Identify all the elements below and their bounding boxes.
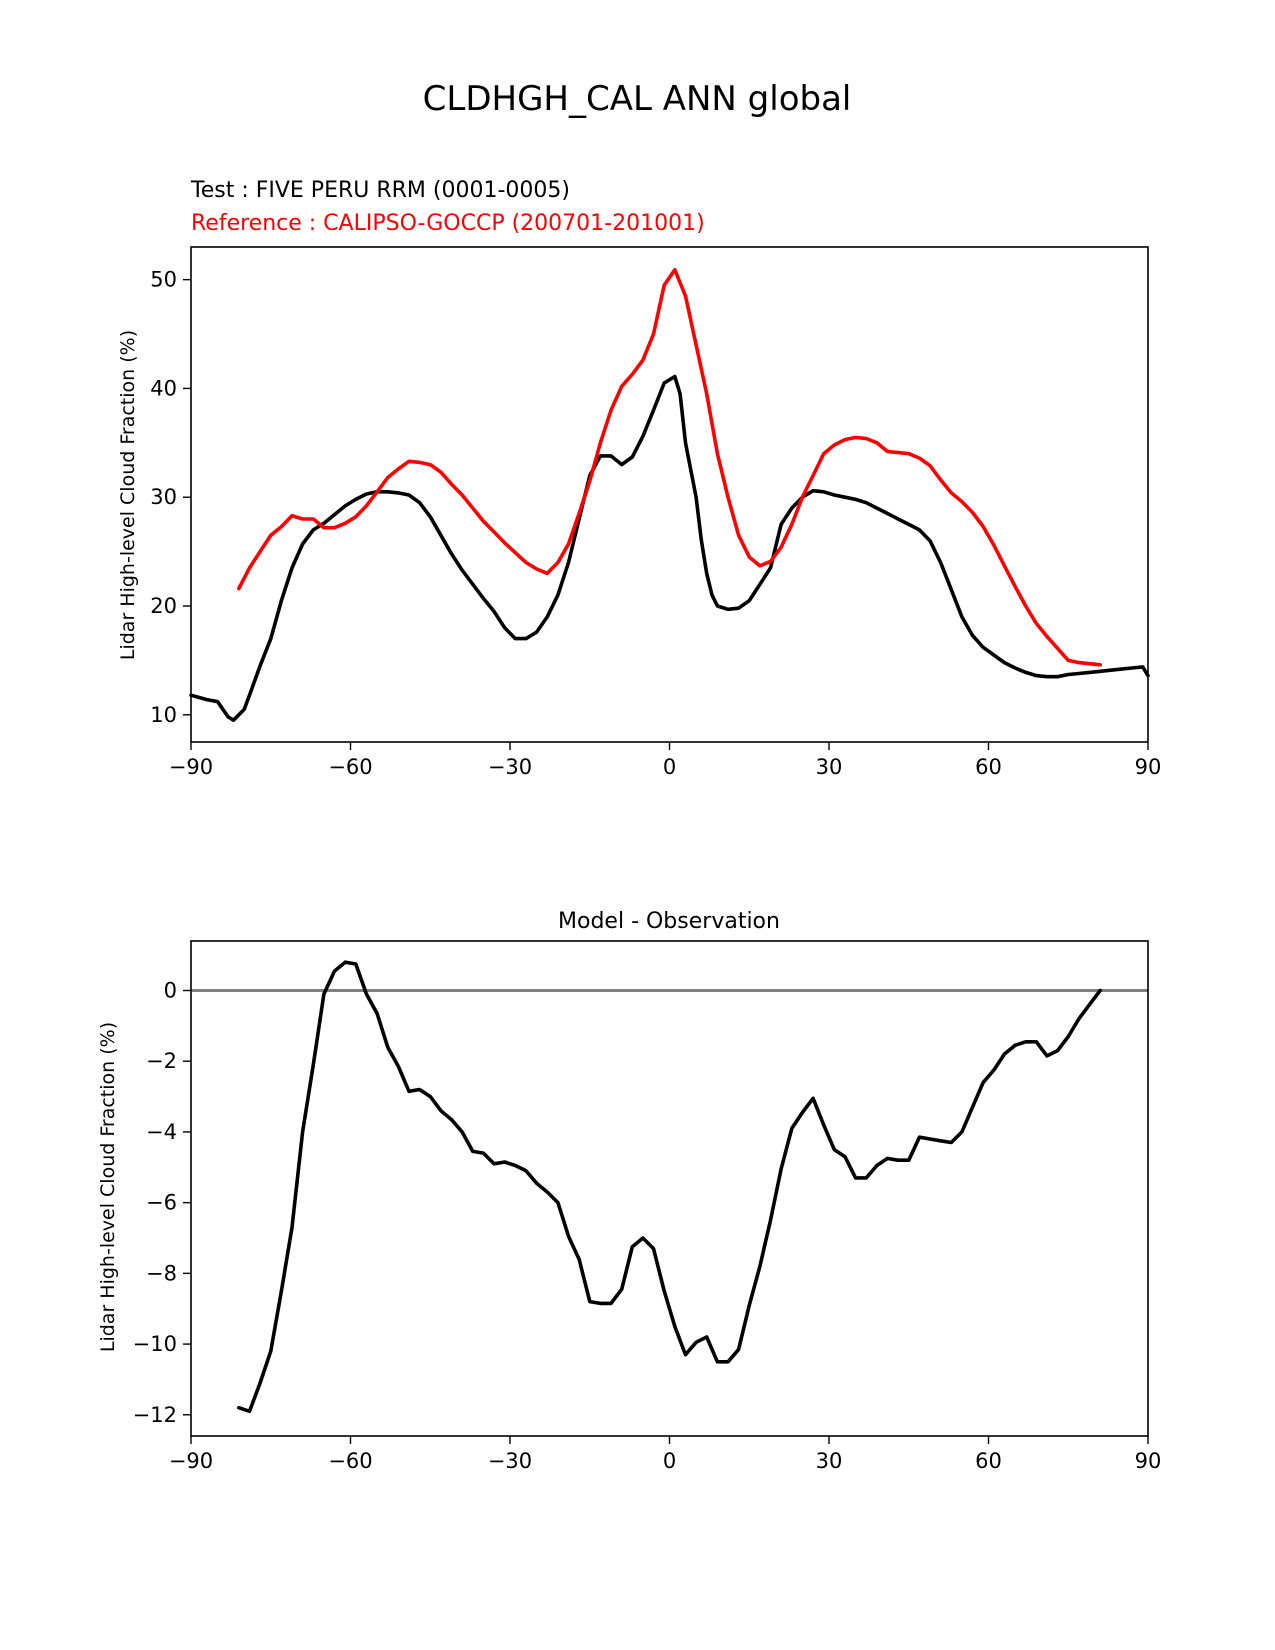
- bottom-ytick-label: −4: [146, 1120, 177, 1144]
- test-label: Test : FIVE PERU RRM (0001-0005): [190, 178, 570, 203]
- top-xtick-label: −90: [169, 755, 213, 779]
- difference-series-line: [237, 960, 1102, 1414]
- figure-title: CLDHGH_CAL ANN global: [423, 79, 852, 119]
- top-panel: Test : FIVE PERU RRM (0001-0005) Referen…: [117, 178, 1161, 779]
- bottom-xtick-label: −30: [488, 1449, 532, 1473]
- top-xtick-label: −30: [488, 755, 532, 779]
- top-xtick-label: 90: [1135, 755, 1162, 779]
- reference-series-line: [237, 267, 1102, 667]
- bottom-panel: Model - Observation Lidar High-level Clo…: [97, 909, 1161, 1473]
- reference-label: Reference : CALIPSO-GOCCP (200701-201001…: [191, 211, 705, 236]
- bottom-ytick-label: −8: [146, 1261, 177, 1285]
- bottom-xtick-label: 90: [1135, 1449, 1162, 1473]
- bottom-ylabel: Lidar High-level Cloud Fraction (%): [97, 1022, 119, 1352]
- bottom-ytick-label: 0: [164, 979, 177, 1003]
- top-ytick-label: 30: [150, 485, 177, 509]
- bottom-xtick-label: −90: [169, 1449, 213, 1473]
- bottom-ytick-label: −6: [146, 1191, 177, 1215]
- top-plot-frame: [190, 246, 1149, 743]
- top-xtick-label: 30: [816, 755, 843, 779]
- top-ytick-label: 20: [150, 594, 177, 618]
- top-ytick-label: 40: [150, 376, 177, 400]
- test-series-line: [189, 374, 1150, 723]
- bottom-xtick-label: 0: [663, 1449, 676, 1473]
- top-ytick-label: 50: [150, 268, 177, 292]
- top-xtick-label: 60: [975, 755, 1002, 779]
- bottom-xtick-label: −60: [328, 1449, 372, 1473]
- bottom-ytick-label: −2: [146, 1049, 177, 1073]
- top-xtick-label: −60: [328, 755, 372, 779]
- bottom-ytick-label: −12: [133, 1403, 177, 1427]
- bottom-plot-frame: [190, 940, 1149, 1437]
- bottom-title: Model - Observation: [558, 909, 780, 934]
- top-xtick-label: 0: [663, 755, 676, 779]
- bottom-xtick-label: 60: [975, 1449, 1002, 1473]
- top-ylabel: Lidar High-level Cloud Fraction (%): [117, 330, 139, 660]
- bottom-ytick-label: −10: [133, 1332, 177, 1356]
- bottom-xtick-label: 30: [816, 1449, 843, 1473]
- top-ytick-label: 10: [150, 703, 177, 727]
